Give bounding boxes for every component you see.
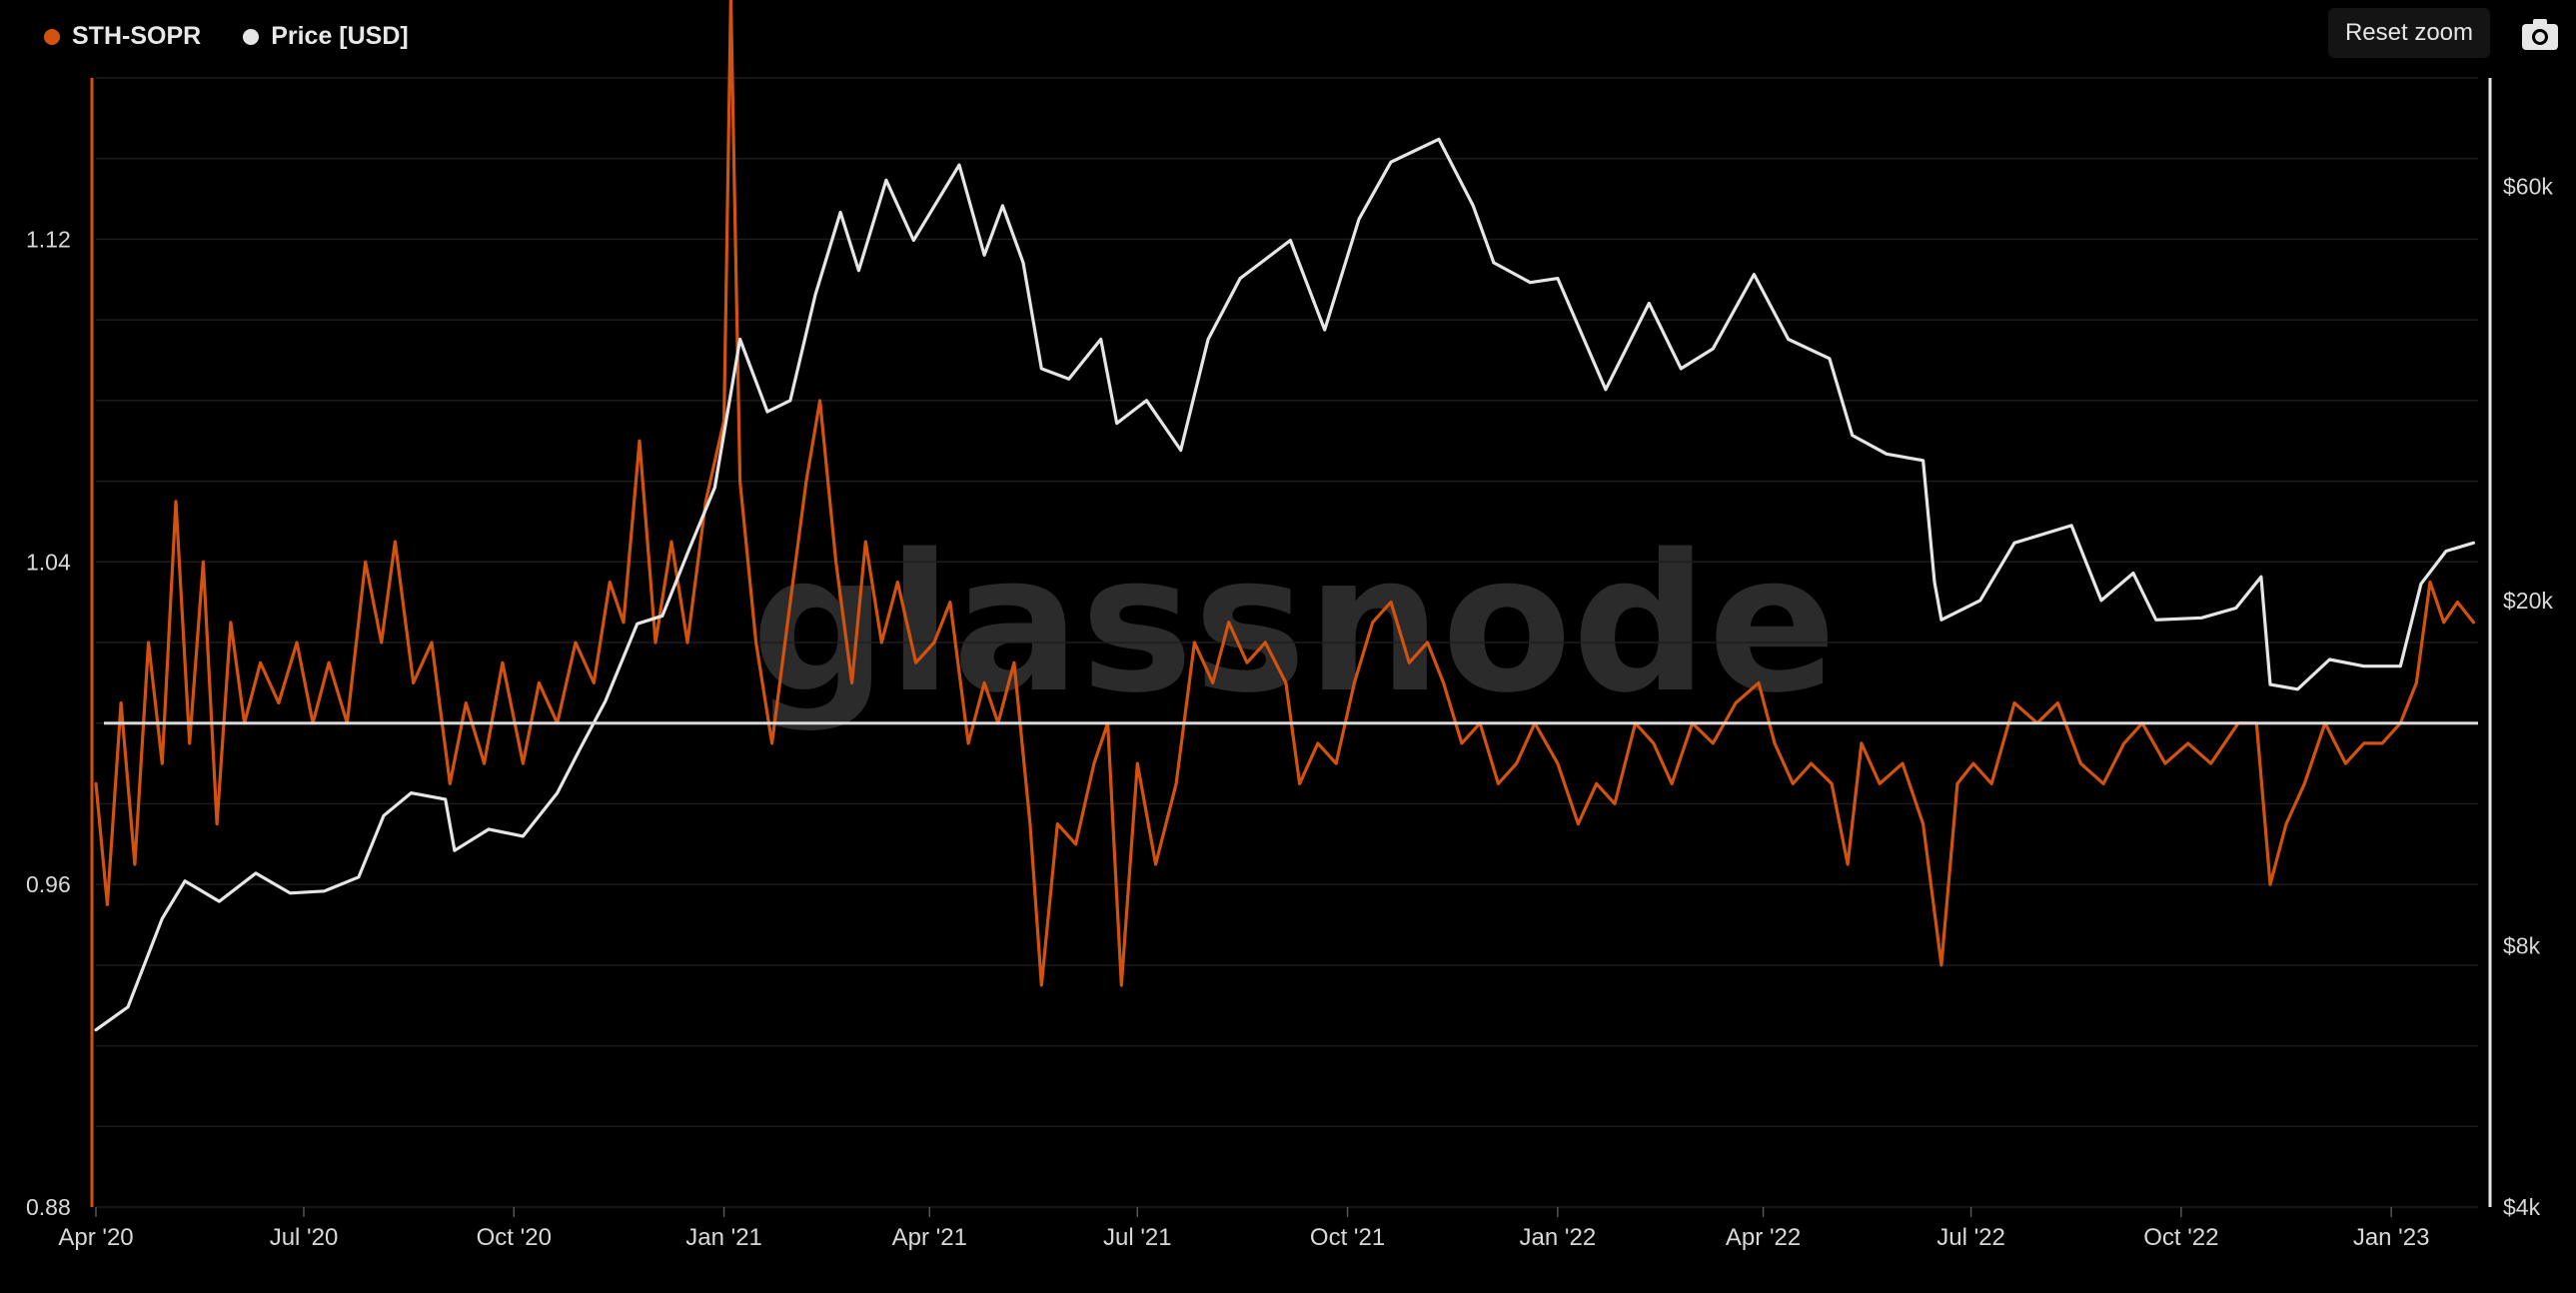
x-tick-label-1: Jul '20 [270,1224,339,1251]
camera-icon-svg [2522,19,2558,50]
x-tick-label-8: Apr '22 [1726,1224,1801,1251]
right-tick-label-3: $60k [2503,174,2553,200]
legend-dot-sopr [44,28,60,45]
x-tick-label-10: Oct '22 [2143,1224,2218,1251]
x-axis-ticks: Apr '20 Jul '20 Oct '20 Jan '21 Apr '21 Jul '… [58,1207,2429,1251]
legend-label-sopr: STH-SOPR [72,22,202,50]
reset-zoom-button[interactable]: Reset zoom [2328,8,2490,58]
x-tick-label-2: Oct '20 [477,1224,552,1251]
camera-icon[interactable] [2520,16,2560,52]
right-tick-label-2: $20k [2503,588,2553,614]
x-tick-label-9: Jul '22 [1936,1224,2005,1251]
x-tick-label-0: Apr '20 [58,1224,133,1251]
left-axis-ticks: 0.88 0.96 1.04 1.12 [26,226,71,1220]
sopr-series-line [94,0,2475,987]
x-tick-label-3: Jan '21 [685,1224,762,1251]
legend: STH-SOPR Price [USD] [44,22,409,51]
legend-label-price: Price [USD] [271,22,409,50]
x-tick-label-7: Jan '22 [1520,1224,1597,1251]
x-tick-label-11: Jan '23 [2353,1224,2430,1251]
legend-item-price[interactable]: Price [USD] [243,22,409,51]
gridlines [96,77,2478,1208]
left-tick-label-0: 0.88 [26,1194,71,1220]
x-tick-label-4: Apr '21 [892,1224,967,1251]
axes [90,78,2492,1207]
left-tick-label-1: 0.96 [26,871,71,897]
right-axis-ticks: $4k $8k $20k $60k [2503,174,2553,1220]
right-tick-label-1: $8k [2503,933,2541,959]
legend-dot-price [243,28,260,45]
series-lines [94,0,2475,1032]
left-tick-label-3: 1.12 [26,226,71,252]
left-tick-label-2: 1.04 [26,549,71,575]
legend-item-sopr[interactable]: STH-SOPR [44,22,201,51]
x-tick-label-6: Oct '21 [1310,1224,1385,1251]
right-tick-label-0: $4k [2503,1194,2541,1220]
price-series-line [94,137,2475,1032]
x-tick-label-5: Jul '21 [1103,1224,1172,1251]
